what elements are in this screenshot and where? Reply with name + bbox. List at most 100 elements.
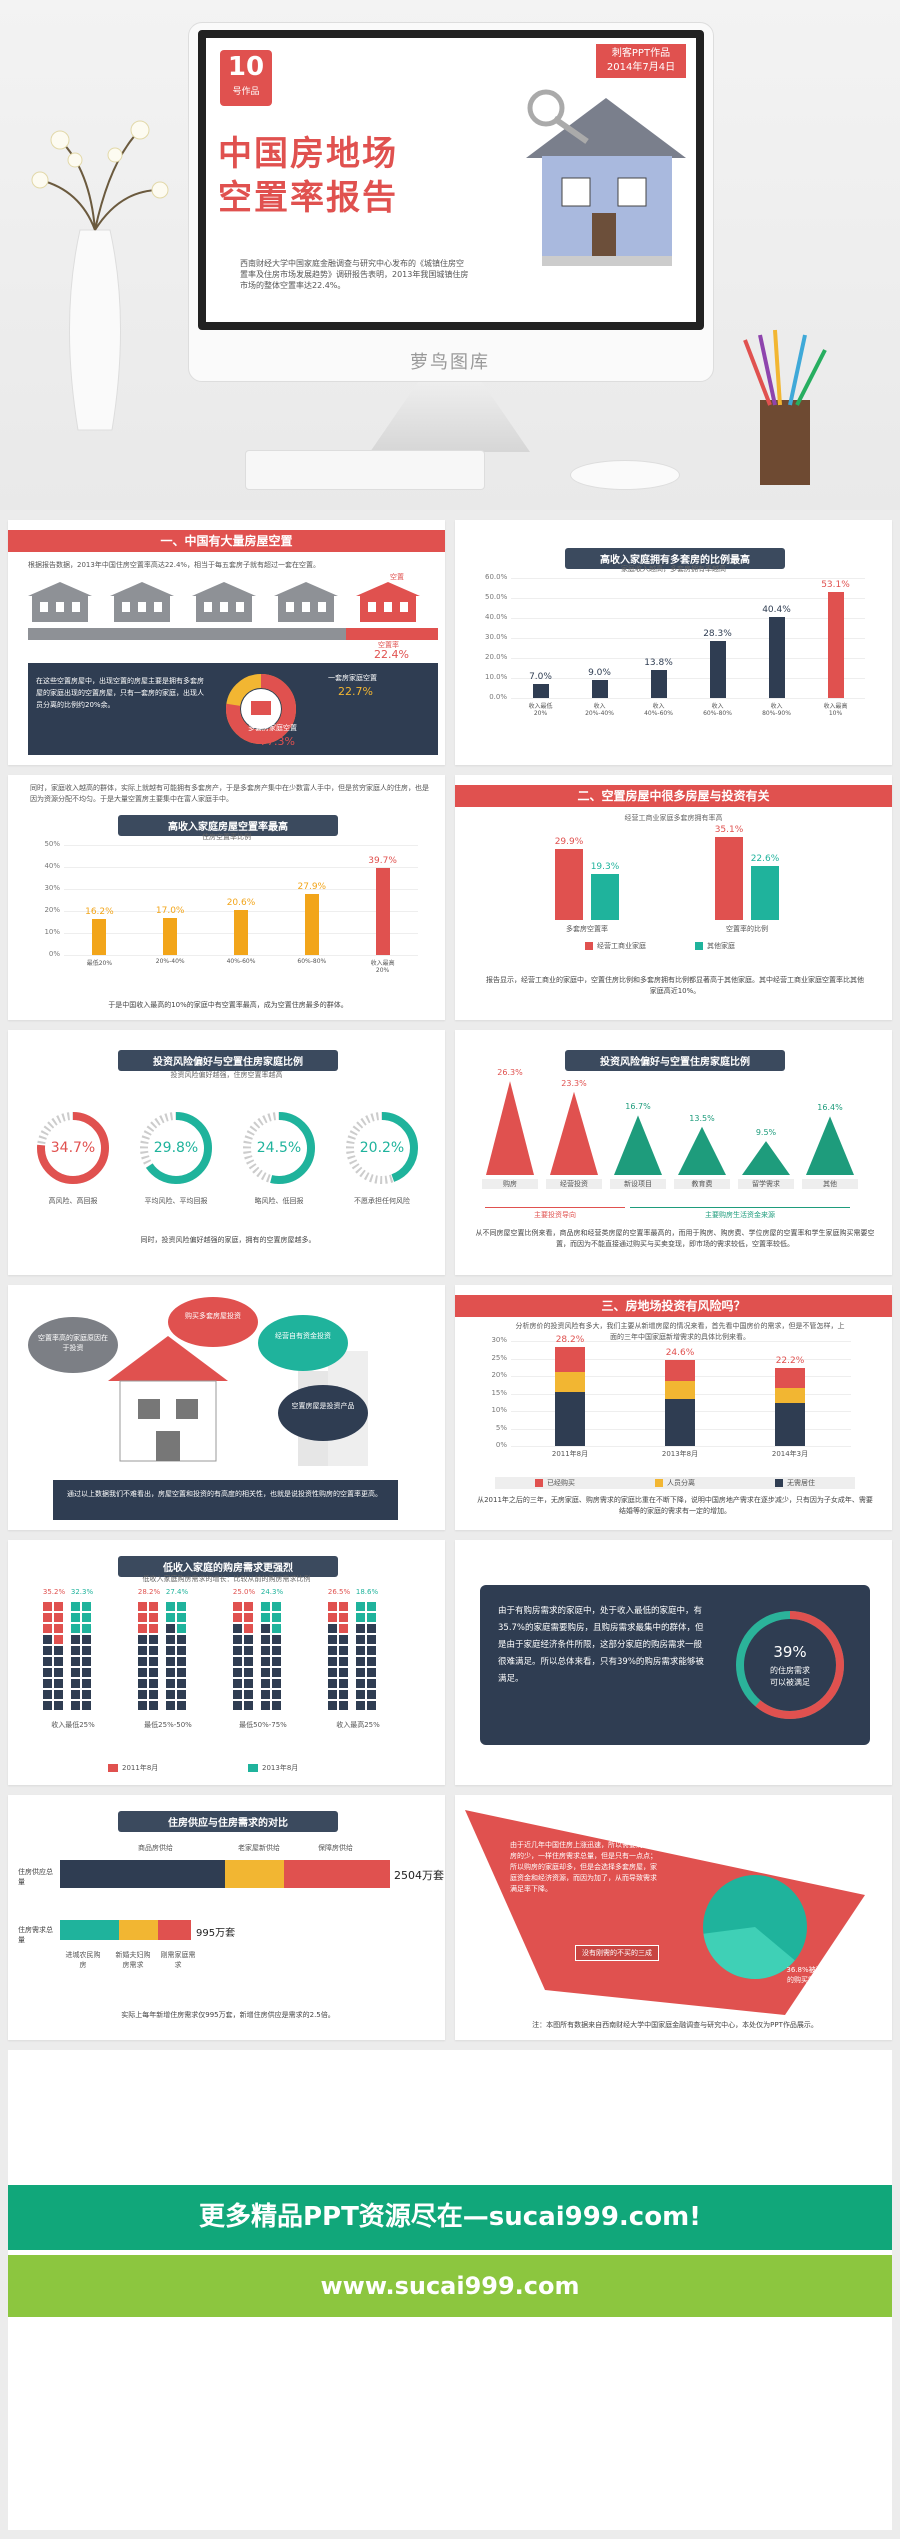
slide-4-chart: 29.9% 19.3% 多套房空置率 35.1% 22.6% 空置率的比例 经营工商业家庭 其… [515, 825, 835, 955]
ring-arc [346, 1112, 418, 1184]
waffle-cell [367, 1624, 376, 1633]
bubble-2: 购买多套房屋投资 [168, 1297, 258, 1347]
y-tick: 50.0% [485, 593, 508, 601]
waffle-cell [54, 1668, 63, 1677]
waffle-cell [138, 1613, 147, 1622]
legend-swatch [108, 1764, 118, 1772]
slide-3-subtitle: 住房空置率比例 [202, 833, 251, 841]
data-label: 23.3% [561, 1078, 587, 1088]
waffle-cell [177, 1646, 186, 1655]
waffle-cell [54, 1657, 63, 1666]
supply-part-2: 老家屋新供给 [238, 1844, 280, 1852]
waffle-cell [166, 1701, 175, 1710]
waffle-cell [177, 1657, 186, 1666]
data-label: 20.6% [226, 897, 256, 908]
waffle-cell [328, 1613, 337, 1622]
waffle-cell [244, 1635, 253, 1644]
gridline [511, 618, 865, 619]
bar [532, 684, 549, 698]
monitor-stand [370, 382, 530, 452]
waffle-cell [138, 1624, 147, 1633]
supply-seg-1 [60, 1860, 225, 1888]
waffle-cell [328, 1690, 337, 1699]
waffle-cell [138, 1701, 147, 1710]
waffle-cell [71, 1602, 80, 1611]
waffle-cell [71, 1679, 80, 1688]
y-tick: 30% [44, 884, 60, 892]
waffle-cell [54, 1624, 63, 1633]
bar-segment [775, 1368, 805, 1388]
data-label: 27.4% [165, 1588, 189, 1596]
y-tick: 10.0% [485, 673, 508, 681]
gridline [64, 867, 418, 868]
waffle-cell [82, 1668, 91, 1677]
waffle-cell [43, 1624, 52, 1633]
gridline [64, 955, 418, 956]
slide-8-note: 从2011年之后的三年，无房家庭、购房需求的家庭比重在不断下降，说明中国房地产需… [477, 1496, 873, 1515]
category-label: 2011年8月 [551, 1450, 589, 1458]
waffle-cell [339, 1668, 348, 1677]
waffle-cell [177, 1635, 186, 1644]
waffle-cell [328, 1635, 337, 1644]
gridline [511, 638, 865, 639]
waffle-cell [272, 1701, 281, 1710]
slide-10-panel: 由于有购房需求的家庭中，处于收入最低的家庭中，有35.7%的家庭需要购房，且购房… [480, 1585, 870, 1745]
waffle-cell [149, 1701, 158, 1710]
bar [234, 909, 248, 955]
data-label: 16.2% [85, 907, 114, 918]
bar [163, 917, 178, 955]
waffle-cell [272, 1657, 281, 1666]
category-label: 2014年3月 [771, 1450, 809, 1458]
y-tick: 25% [491, 1353, 507, 1362]
category-label: 收入40%-60% [644, 703, 673, 717]
waffle-cell [82, 1613, 91, 1622]
slide-1-text: 根据报告数据，2013年中国住房空置率高达22.4%，相当于每五套房子就有超过一… [28, 561, 321, 569]
hero-intro: 西南财经大学中国家庭金融调查与研究中心发布的《城镇住房空置率及住房市场发展趋势》… [240, 259, 469, 290]
data-label: 39.7% [368, 855, 397, 866]
ring-arc [37, 1112, 109, 1184]
slide-1-donut [226, 674, 296, 744]
waffle-cell [138, 1657, 147, 1666]
waffle-cell [166, 1624, 175, 1633]
waffle-cell [367, 1613, 376, 1622]
legend-label: 人员分离 [667, 1479, 695, 1487]
y-tick: 30% [491, 1336, 507, 1344]
waffle-cell [272, 1635, 281, 1644]
demand-part-1: 进城农民购房 [65, 1951, 101, 1969]
data-label: 40.4% [762, 605, 791, 616]
slide-9-subtitle: 低收入家庭购房需求的增长：比较从前的购房需求比例 [142, 1575, 311, 1583]
slide-3: 同时，家庭收入越高的群体，实际上就越有可能拥有多套房产，于是多套房产集中在少数富… [8, 775, 445, 1020]
waffle-cell [356, 1602, 365, 1611]
waffle-cell [356, 1635, 365, 1644]
data-label: 13.5% [689, 1113, 715, 1123]
category-label: 其他 [802, 1179, 858, 1189]
data-label: 19.3% [590, 862, 620, 873]
category-label: 收入80%-90% [762, 703, 791, 717]
ring-chart [140, 1112, 212, 1184]
footer-banner-2[interactable]: www.sucai999.com [8, 2255, 892, 2317]
ring-value: 24.5% [256, 1140, 302, 1156]
waffle-cell [272, 1679, 281, 1688]
waffle-cell [261, 1624, 270, 1633]
legend-label: 已经购买 [547, 1479, 575, 1487]
slide-9-title: 低收入家庭的购房需求更强烈 [118, 1556, 338, 1577]
y-tick: 5% [495, 1423, 507, 1432]
waffle-cell [233, 1690, 242, 1699]
slide-1-dark-panel: 在这些空置房屋中，出现空置的房屋主要是拥有多套房屋的家庭出现的空置房屋，只有一套… [28, 663, 438, 755]
ring-value: 20.2% [359, 1140, 405, 1156]
vase-illustration [31, 120, 169, 431]
bar-segment [665, 1381, 695, 1399]
waffle-cell [54, 1701, 63, 1710]
waffle-cell [166, 1668, 175, 1677]
triangle-mark [806, 1116, 854, 1175]
slide-2-title: 高收入家庭拥有多套房的比例最高 [565, 548, 785, 569]
category-label: 收入最高10% [823, 703, 848, 717]
legend-swatch [248, 1764, 258, 1772]
ring-value: 29.8% [153, 1140, 199, 1156]
slide-12-tag: 没有刚需的不买的三成 [575, 1945, 659, 1961]
waffle-cell [177, 1690, 186, 1699]
data-label: 9.5% [755, 1128, 777, 1138]
slide-7-panel: 通过以上数据我们不难看出，房屋空置和投资的有高度的相关性，也就是说投资性购房的空… [53, 1480, 398, 1520]
gridline [511, 658, 865, 659]
data-label: 16.7% [625, 1102, 651, 1112]
